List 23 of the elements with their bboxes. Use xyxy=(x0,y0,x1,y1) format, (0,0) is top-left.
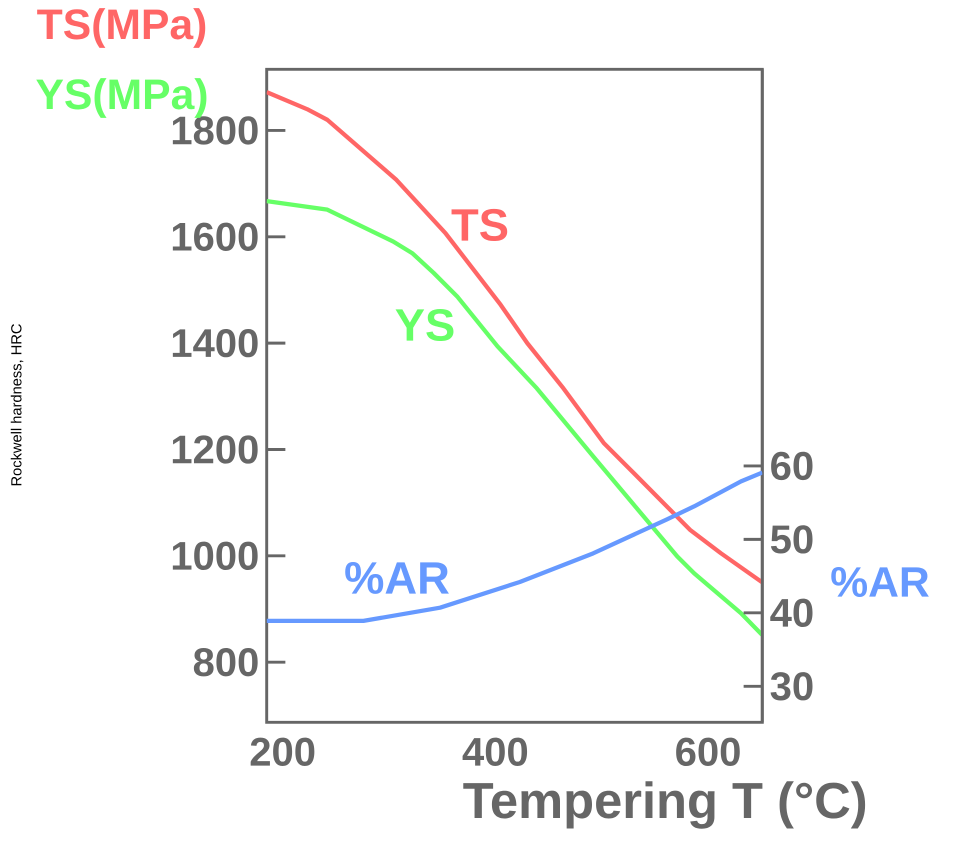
line-series xyxy=(266,199,762,638)
y-tick-label: 800 xyxy=(194,648,258,676)
series-label: TS xyxy=(452,208,508,242)
x-axis-title: Tempering T (°C) xyxy=(463,781,866,829)
series-label: %AR xyxy=(345,562,449,594)
text: YS(MPa) xyxy=(36,78,206,118)
y2-tick-label: 50 xyxy=(770,525,813,554)
line-series xyxy=(266,470,762,624)
y2-axis-title: %AR xyxy=(831,566,929,597)
y2-tick-label: 30 xyxy=(770,672,813,700)
y-tick-label: 1800 xyxy=(172,116,258,145)
series-label: YS xyxy=(396,308,454,342)
text: TS(MPa) xyxy=(37,8,206,48)
y-tick-label: 1600 xyxy=(172,222,258,251)
x-tick-label: 200 xyxy=(250,738,314,766)
y-tick-label: 1000 xyxy=(172,542,258,570)
x-tick-label: 400 xyxy=(462,738,528,766)
x-tick-label: 600 xyxy=(676,738,740,766)
y-tick-label: 1400 xyxy=(172,328,258,358)
y2-tick-label: 40 xyxy=(770,598,813,627)
text: Rockwell hardness, HRC xyxy=(10,324,24,486)
y-tick-label: 1200 xyxy=(172,435,258,464)
y2-tick-label: 60 xyxy=(771,452,813,480)
